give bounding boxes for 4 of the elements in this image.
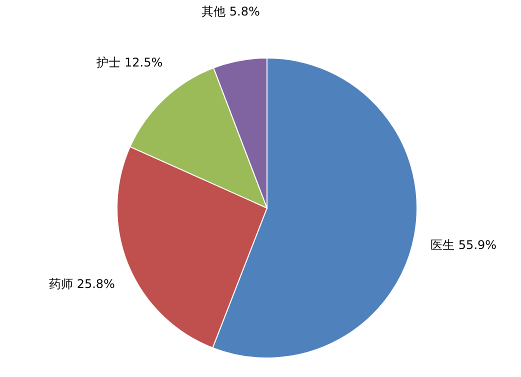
slice-label: 护士 12.5% [96,56,163,70]
slice-label: 药师 25.8% [49,276,115,291]
slice-label: 其他 5.8% [202,4,260,18]
slice-label: 医生 55.9% [430,238,497,252]
